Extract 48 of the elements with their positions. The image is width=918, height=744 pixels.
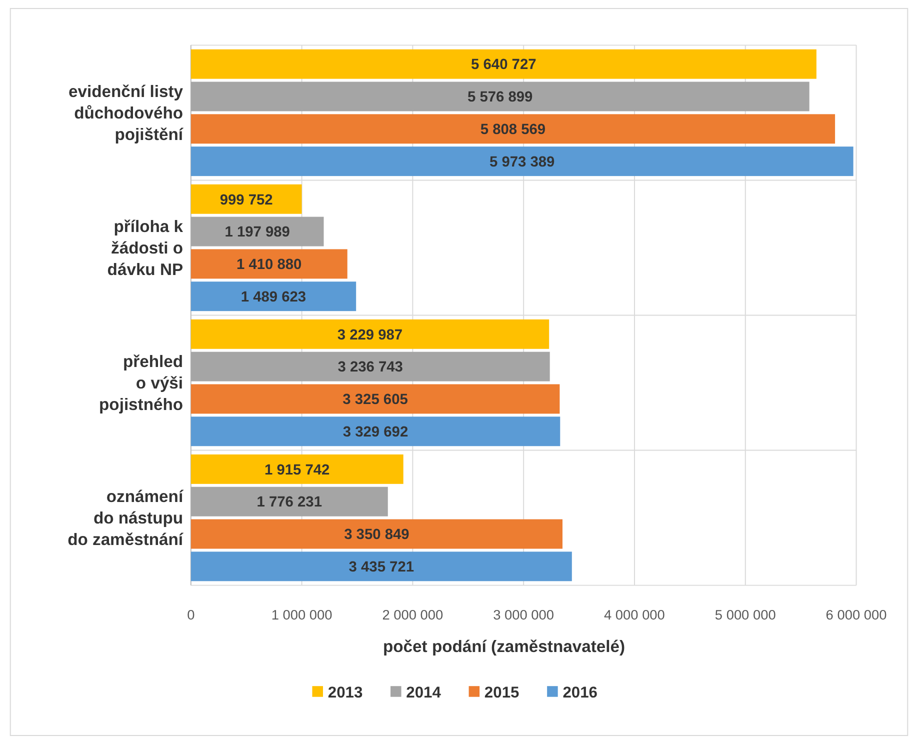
bar (190, 282, 356, 312)
bar (190, 82, 810, 112)
bar (190, 114, 836, 144)
y-tick-label: příloha k žádosti o dávku NP (107, 217, 184, 280)
data-label: 3 350 849 (344, 527, 410, 544)
legend-label: 2016 (562, 684, 598, 702)
y-tick-label: přehled o výši pojistného (99, 352, 184, 414)
y-tick-label: oznámení do nástupu do zaměstnání (68, 487, 184, 550)
x-tick-label: 5 000 000 (714, 608, 776, 623)
y-tick-label: evidenční listy důchodového pojištění (68, 82, 184, 144)
data-label: 1 197 989 (224, 224, 290, 241)
x-tick-label: 0 (187, 608, 196, 623)
data-label: 1 776 231 (256, 494, 322, 511)
data-label: 3 325 605 (342, 392, 408, 408)
bar (190, 486, 388, 516)
x-tick-label: 4 000 000 (604, 608, 666, 623)
legend-label: 2014 (406, 684, 442, 702)
bar (190, 552, 572, 582)
data-label: 5 640 727 (471, 57, 536, 74)
data-label: 5 576 899 (468, 90, 533, 106)
legend-label: 2015 (484, 684, 520, 702)
bar (190, 184, 302, 214)
bar (190, 249, 348, 279)
x-tick-label: 6 000 000 (826, 608, 888, 623)
x-tick-label: 1 000 000 (271, 608, 333, 623)
bar (190, 352, 550, 382)
x-tick-label: 2 000 000 (382, 608, 444, 623)
data-label: 1 410 880 (236, 257, 302, 274)
data-label: 3 329 692 (342, 424, 408, 441)
data-label: 1 915 742 (264, 462, 330, 478)
x-axis-title: počet podání (zaměstnavatelé) (382, 636, 626, 656)
bar (190, 519, 562, 549)
data-label: 3 435 721 (348, 560, 414, 576)
data-label: 3 229 987 (337, 327, 403, 344)
x-tick-label: 3 000 000 (493, 608, 554, 623)
bar (190, 216, 324, 246)
bar (190, 146, 854, 176)
bar (190, 416, 560, 446)
data-label: 5 808 569 (480, 122, 546, 138)
bar (190, 319, 550, 349)
data-label: 1 489 623 (240, 289, 306, 306)
bar (190, 49, 816, 79)
bar (190, 384, 560, 414)
data-label: 5 973 389 (490, 154, 555, 170)
bar (190, 454, 404, 484)
legend-label: 2013 (328, 684, 363, 702)
data-label: 999 752 (220, 192, 273, 208)
data-label: 3 236 743 (338, 360, 403, 376)
